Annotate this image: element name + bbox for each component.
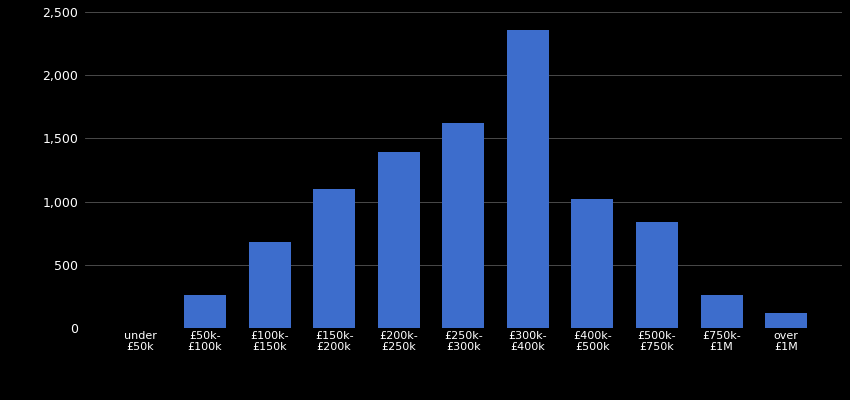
Bar (636, 222, 678, 328)
Bar (571, 199, 614, 328)
Bar (765, 314, 808, 328)
Bar (248, 242, 291, 328)
Bar (507, 30, 549, 328)
Bar (377, 152, 420, 328)
Bar (313, 189, 355, 328)
Bar (184, 295, 226, 328)
Bar (700, 295, 743, 328)
Bar (442, 123, 484, 328)
